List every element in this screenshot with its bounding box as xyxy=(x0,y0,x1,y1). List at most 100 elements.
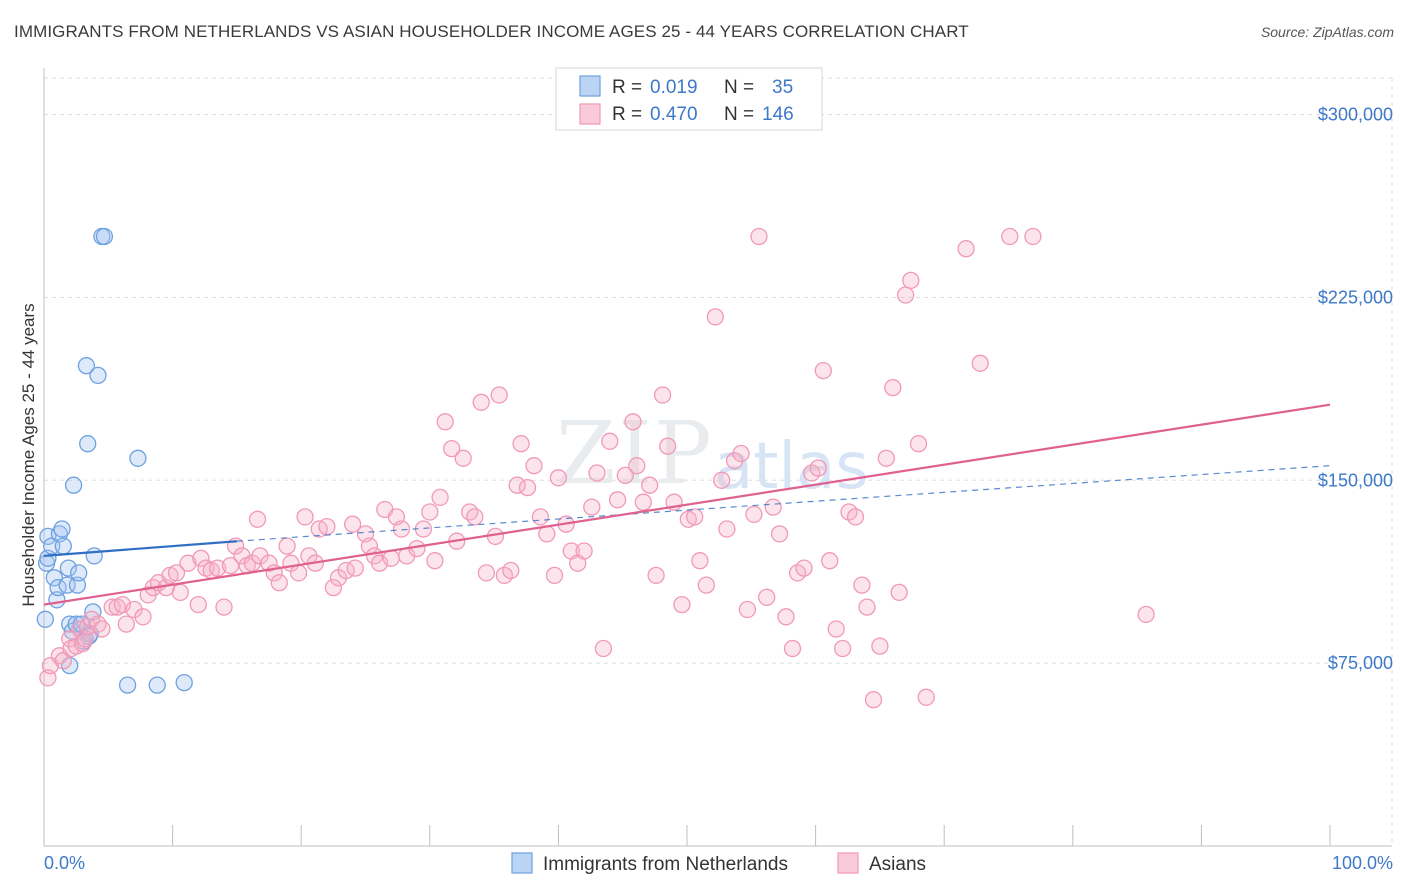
point-asians-3 xyxy=(54,652,72,670)
point-asians-128 xyxy=(795,559,813,577)
point-asians-71 xyxy=(436,413,454,431)
point-asians-62 xyxy=(382,549,400,567)
point-asians-46 xyxy=(289,564,308,582)
point-asians-84 xyxy=(512,435,530,453)
point-asians-116 xyxy=(718,520,736,538)
point-asians-119 xyxy=(738,600,757,619)
point-asians-76 xyxy=(466,508,484,526)
stats-n-label-2: N = xyxy=(724,104,754,125)
point-netherlands-22 xyxy=(77,357,96,375)
point-asians-33 xyxy=(215,598,233,616)
stats-box: R = 0.019 N = 35 R = 0.470 N = 146 xyxy=(555,67,823,131)
y-axis-label: Householder Income Ages 25 - 44 years xyxy=(19,303,38,606)
point-asians-121 xyxy=(750,227,768,246)
stats-r-label-2: R = xyxy=(612,104,642,125)
point-netherlands-28 xyxy=(89,366,107,385)
y-tick-label-3: $300,000 xyxy=(1318,105,1393,125)
point-asians-96 xyxy=(588,464,606,482)
point-asians-14 xyxy=(103,598,121,616)
point-asians-64 xyxy=(392,520,411,538)
legend-swatch-asians[interactable] xyxy=(837,852,859,874)
tick-labels: $75,000 $150,000 $225,000 $300,000 0.0% 100.0… xyxy=(44,105,1393,873)
point-asians-109 xyxy=(673,595,691,614)
point-asians-118 xyxy=(732,444,750,463)
point-asians-74 xyxy=(454,449,472,467)
point-asians-44 xyxy=(278,537,296,555)
point-asians-77 xyxy=(472,393,490,411)
point-asians-29 xyxy=(192,549,210,567)
point-asians-78 xyxy=(477,564,496,582)
point-asians-130 xyxy=(809,459,827,477)
point-netherlands-34 xyxy=(175,673,193,692)
point-asians-111 xyxy=(686,508,704,526)
point-asians-136 xyxy=(846,508,865,526)
point-asians-28 xyxy=(189,595,207,614)
point-asians-139 xyxy=(864,691,883,709)
point-asians-41 xyxy=(260,554,278,572)
point-netherlands-0 xyxy=(36,610,54,628)
stats-r-value-2: 0.470 xyxy=(650,104,698,125)
point-netherlands-30 xyxy=(95,227,114,246)
point-asians-51 xyxy=(318,517,336,536)
point-asians-17 xyxy=(117,615,135,633)
watermark-zip: ZIP xyxy=(556,404,714,504)
legend-label-asians[interactable]: Asians xyxy=(869,854,926,875)
point-asians-97 xyxy=(594,639,613,658)
point-netherlands-23 xyxy=(79,435,97,453)
point-asians-19 xyxy=(134,608,152,626)
point-asians-39 xyxy=(248,510,267,528)
point-asians-132 xyxy=(821,552,839,570)
point-asians-80 xyxy=(490,386,508,404)
point-asians-83 xyxy=(508,476,526,494)
point-asians-99 xyxy=(608,491,627,509)
point-asians-68 xyxy=(421,503,439,521)
y-tick-label-2: $225,000 xyxy=(1318,287,1393,307)
series-asians-points xyxy=(39,227,1155,709)
chart-source: Source: ZipAtlas.com xyxy=(1260,24,1394,40)
trend-netherlands-solid xyxy=(43,540,237,557)
legend-swatch-netherlands[interactable] xyxy=(511,852,533,874)
x-tick-label-1: 100.0% xyxy=(1332,853,1393,873)
axes xyxy=(43,68,1392,847)
point-asians-140 xyxy=(871,637,889,655)
stats-r-label-1: R = xyxy=(612,77,642,98)
point-asians-123 xyxy=(764,498,782,516)
point-asians-90 xyxy=(549,469,568,487)
point-asians-55 xyxy=(343,515,362,533)
stats-n-label-1: N = xyxy=(724,77,754,98)
trend-lines xyxy=(43,403,1331,606)
point-asians-70 xyxy=(431,488,449,507)
trend-netherlands-dashed xyxy=(236,465,1331,542)
point-asians-151 xyxy=(971,354,989,372)
point-asians-85 xyxy=(518,478,537,497)
legend: Immigrants from Netherlands Asians xyxy=(511,852,926,875)
point-asians-115 xyxy=(713,471,731,489)
x-tick-label-0: 0.0% xyxy=(44,853,85,873)
point-netherlands-32 xyxy=(129,449,147,467)
point-asians-8 xyxy=(73,634,92,653)
point-asians-149 xyxy=(1001,227,1019,246)
point-asians-26 xyxy=(171,583,189,602)
point-asians-113 xyxy=(697,576,715,594)
point-asians-126 xyxy=(783,639,802,658)
stats-swatch-asians xyxy=(579,103,601,125)
stats-r-value-1: 0.019 xyxy=(650,77,698,98)
legend-label-netherlands[interactable]: Immigrants from Netherlands xyxy=(543,854,788,875)
point-asians-125 xyxy=(777,608,795,626)
point-netherlands-33 xyxy=(148,676,166,694)
point-asians-105 xyxy=(647,566,665,585)
point-asians-95 xyxy=(583,498,601,516)
point-asians-86 xyxy=(525,457,543,475)
point-asians-148 xyxy=(957,240,975,258)
point-asians-150 xyxy=(1024,227,1042,246)
point-netherlands-16 xyxy=(64,476,83,494)
point-asians-87 xyxy=(531,508,550,526)
trend-asians xyxy=(43,403,1331,606)
point-netherlands-9 xyxy=(53,520,71,538)
point-netherlands-27 xyxy=(85,547,103,565)
point-asians-133 xyxy=(827,620,845,638)
point-asians-32 xyxy=(208,559,227,577)
point-asians-13 xyxy=(93,620,111,638)
point-asians-27 xyxy=(179,554,197,572)
